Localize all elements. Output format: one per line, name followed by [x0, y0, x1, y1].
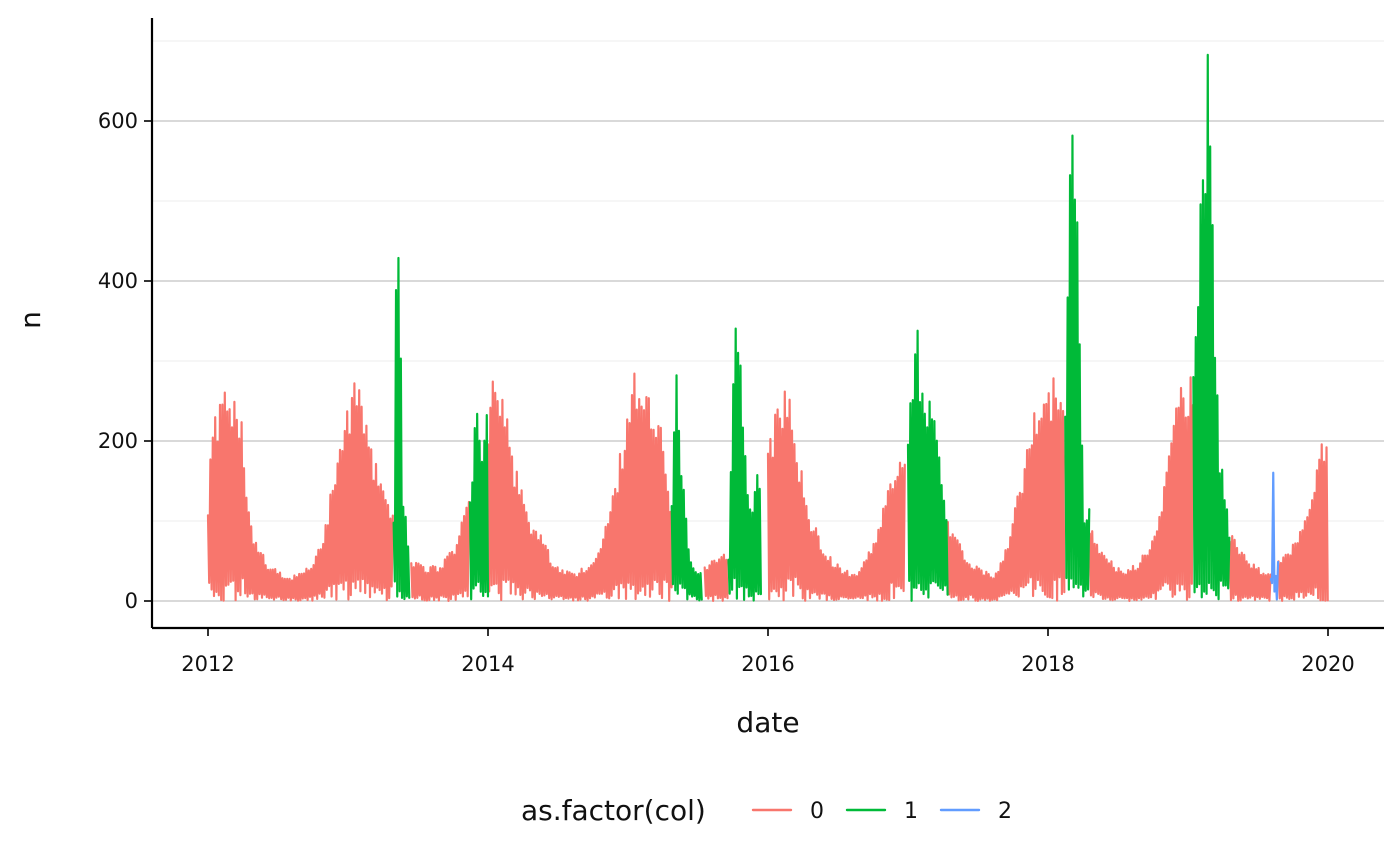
series-2-segment-0 [1269, 471, 1280, 601]
x-tick-label-1: 2014 [461, 652, 514, 676]
series-0-segment-7 [1228, 535, 1272, 602]
series-1-segment-2 [670, 374, 703, 602]
x-tick-label-3: 2018 [1021, 652, 1074, 676]
axis-layer: 0 200 400 600 2012 2014 2016 2018 2020 [98, 18, 1384, 676]
x-tick-label-0: 2012 [181, 652, 234, 676]
series-layer [206, 53, 1329, 603]
series-0-segment-1 [410, 500, 470, 603]
legend-item-1: 1 [845, 799, 918, 824]
x-axis-title: date [736, 706, 799, 739]
series-1-segment-4 [906, 329, 949, 602]
series-1-segment-5 [1064, 134, 1091, 598]
y-tick-label-0: 0 [125, 589, 138, 613]
series-0-segment-0 [206, 382, 394, 602]
series-0-segment-3 [703, 553, 729, 603]
series-1-segment-1 [468, 412, 490, 601]
legend-label-1: 1 [904, 799, 918, 824]
series-0-segment-6 [1088, 376, 1195, 603]
series-0-segment-5 [946, 377, 1066, 603]
legend-item-0: 0 [751, 799, 824, 824]
series-1-segment-6 [1192, 53, 1231, 601]
x-tick-label-2: 2016 [741, 652, 794, 676]
series-0-segment-8 [1277, 443, 1329, 602]
series-0-segment-4 [766, 390, 906, 602]
y-axis-title: n [14, 311, 47, 329]
series-0-segment-2 [486, 372, 673, 602]
y-tick-label-3: 600 [98, 109, 138, 133]
legend-title: as.factor(col) [521, 794, 706, 827]
legend-label-2: 2 [998, 799, 1012, 824]
legend: as.factor(col) 0 1 2 [521, 794, 1012, 827]
series-1-segment-0 [392, 256, 411, 601]
y-tick-label-2: 400 [98, 269, 138, 293]
legend-item-2: 2 [939, 799, 1012, 824]
x-tick-label-4: 2020 [1301, 652, 1354, 676]
series-1-segment-3 [727, 327, 762, 602]
y-tick-label-1: 200 [98, 429, 138, 453]
legend-label-0: 0 [810, 799, 824, 824]
